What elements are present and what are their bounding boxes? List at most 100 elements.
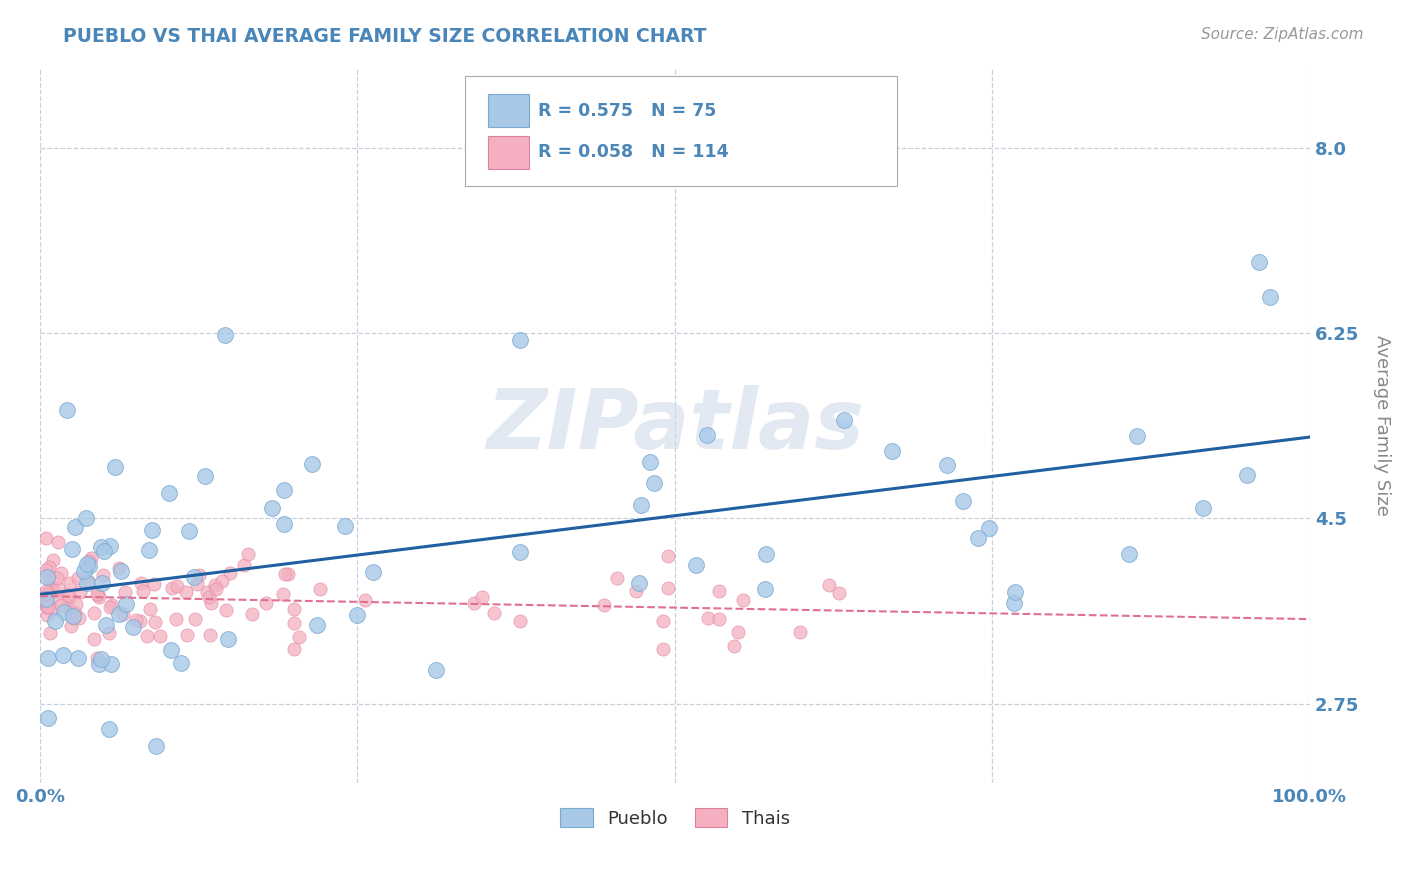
Point [35, 587, 58, 601]
Point [35, 563, 58, 577]
Point [832, 413, 855, 427]
Point [754, 582, 776, 596]
Point [63, 611, 86, 625]
Point [287, 630, 309, 644]
Point [55, 403, 77, 417]
Point [707, 611, 730, 625]
Point [463, 596, 485, 610]
Point [707, 583, 730, 598]
Point [159, 642, 181, 657]
Point [218, 566, 240, 580]
Point [87, 657, 110, 671]
Point [67, 611, 90, 625]
FancyBboxPatch shape [488, 95, 529, 128]
Point [1118, 547, 1140, 561]
Point [273, 516, 295, 531]
Point [273, 566, 295, 581]
Text: Source: ZipAtlas.com: Source: ZipAtlas.com [1201, 27, 1364, 42]
Point [755, 548, 778, 562]
Point [35, 531, 58, 545]
Point [98, 625, 121, 640]
Point [1247, 254, 1270, 268]
Point [308, 582, 330, 596]
Point [69, 585, 91, 599]
Point [1236, 467, 1258, 482]
Point [723, 640, 745, 654]
Point [35, 593, 58, 607]
Point [353, 593, 375, 607]
Point [638, 455, 661, 469]
Point [238, 547, 260, 561]
Point [204, 582, 226, 596]
Point [49, 598, 72, 612]
Point [129, 614, 152, 628]
Point [37, 711, 59, 725]
Point [170, 657, 193, 671]
Point [952, 493, 974, 508]
Point [59, 576, 82, 591]
Point [39, 581, 62, 595]
Point [818, 578, 841, 592]
Point [38, 571, 60, 585]
Point [135, 629, 157, 643]
Point [60, 541, 83, 556]
Point [273, 483, 295, 498]
Point [66, 571, 89, 585]
Point [197, 585, 219, 599]
Point [83, 632, 105, 647]
Point [75, 511, 97, 525]
Point [37, 599, 59, 614]
Point [176, 628, 198, 642]
Point [86, 587, 108, 601]
Point [657, 582, 679, 596]
Point [217, 632, 239, 647]
Point [509, 333, 531, 347]
Point [93, 544, 115, 558]
Point [509, 614, 531, 628]
Point [283, 641, 305, 656]
Point [58, 589, 80, 603]
Point [35, 591, 58, 606]
Point [35, 591, 58, 606]
Point [880, 443, 903, 458]
Point [35, 587, 58, 601]
Point [184, 612, 207, 626]
Point [91, 576, 114, 591]
Point [35, 586, 58, 600]
Point [183, 570, 205, 584]
Legend: Pueblo, Thais: Pueblo, Thais [553, 800, 797, 835]
Point [59, 603, 82, 617]
Point [1125, 429, 1147, 443]
Point [56, 588, 79, 602]
Point [97, 723, 120, 737]
Point [606, 571, 628, 585]
Point [87, 590, 110, 604]
Point [35, 597, 58, 611]
Point [41, 580, 63, 594]
Point [65, 597, 87, 611]
Point [966, 531, 988, 545]
Point [62, 609, 84, 624]
Point [143, 615, 166, 630]
Point [37, 587, 59, 601]
Point [200, 628, 222, 642]
Text: ZIPatlas: ZIPatlas [486, 385, 863, 467]
Point [232, 558, 254, 573]
Point [200, 596, 222, 610]
Point [100, 599, 122, 613]
Point [204, 578, 226, 592]
Point [685, 558, 707, 572]
Point [48, 581, 70, 595]
Point [62, 609, 84, 624]
Point [107, 560, 129, 574]
Point [76, 558, 98, 572]
FancyBboxPatch shape [465, 76, 897, 186]
Point [35, 584, 58, 599]
Point [696, 610, 718, 624]
Point [789, 624, 811, 639]
Point [305, 618, 328, 632]
Point [657, 549, 679, 563]
Point [643, 475, 665, 490]
Point [271, 587, 294, 601]
Point [44, 614, 66, 628]
